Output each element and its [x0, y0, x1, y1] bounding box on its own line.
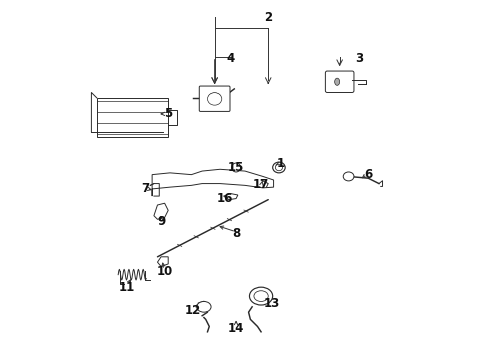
Ellipse shape: [232, 163, 241, 172]
Text: 11: 11: [119, 281, 135, 294]
Ellipse shape: [197, 301, 211, 312]
Ellipse shape: [202, 88, 227, 108]
Ellipse shape: [208, 93, 221, 103]
Text: 8: 8: [232, 227, 240, 240]
Ellipse shape: [275, 164, 283, 171]
Polygon shape: [154, 203, 168, 219]
Text: 9: 9: [157, 215, 165, 228]
Text: 1: 1: [277, 157, 285, 170]
Text: 7: 7: [141, 183, 149, 195]
Text: 14: 14: [228, 322, 244, 335]
Ellipse shape: [249, 287, 272, 305]
Text: 4: 4: [226, 52, 235, 65]
Ellipse shape: [343, 172, 354, 181]
Text: 10: 10: [156, 265, 173, 278]
Text: 2: 2: [264, 11, 272, 24]
FancyBboxPatch shape: [325, 71, 354, 93]
Text: 3: 3: [355, 52, 364, 65]
Bar: [97, 98, 168, 137]
Ellipse shape: [335, 78, 340, 85]
Polygon shape: [152, 169, 273, 196]
Polygon shape: [223, 194, 238, 200]
Ellipse shape: [272, 162, 285, 173]
Text: 15: 15: [228, 161, 244, 174]
Text: 6: 6: [364, 168, 372, 181]
FancyBboxPatch shape: [199, 86, 230, 111]
Ellipse shape: [254, 291, 268, 301]
Text: 12: 12: [185, 304, 201, 317]
Text: 17: 17: [253, 178, 269, 191]
Polygon shape: [157, 257, 168, 266]
Text: 16: 16: [217, 192, 234, 205]
Text: 5: 5: [164, 107, 172, 120]
Text: 13: 13: [264, 297, 280, 310]
Ellipse shape: [207, 93, 222, 105]
